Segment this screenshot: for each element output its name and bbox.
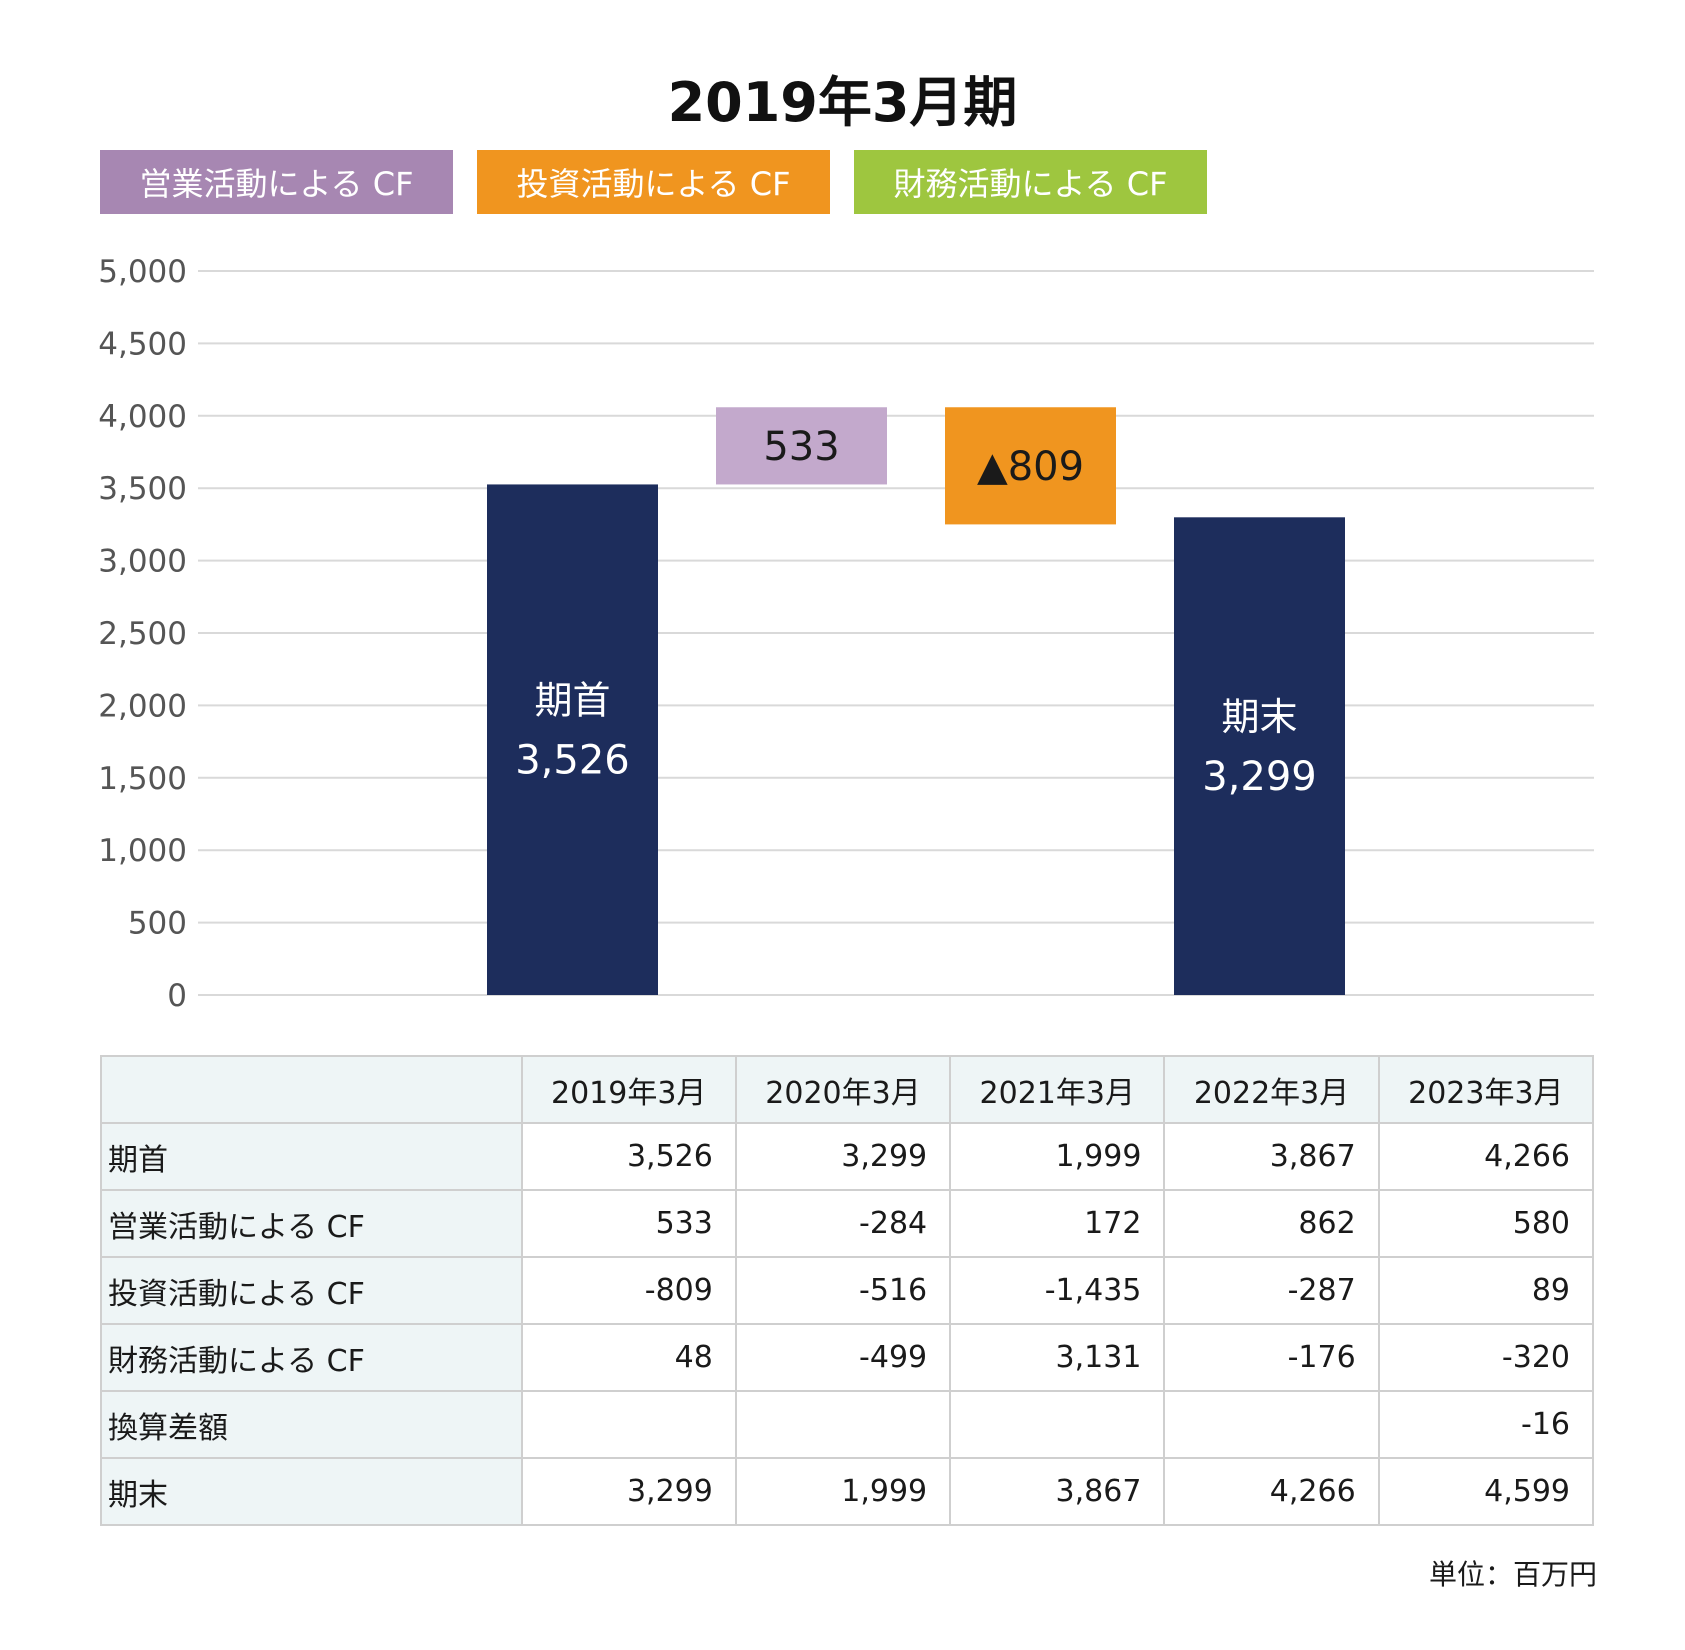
- table-corner-cell: [100, 1055, 523, 1124]
- y-tick-label: 5,000: [98, 254, 187, 290]
- table-cell: -320: [1377, 1323, 1595, 1392]
- column-header: 2019年3月: [520, 1055, 737, 1124]
- table-cell: 172: [949, 1189, 1166, 1258]
- y-tick-label: 0: [167, 978, 187, 1014]
- table-row: 換算差額 -16: [100, 1390, 1595, 1459]
- table-cell: 3,131: [949, 1323, 1166, 1392]
- row-label: 財務活動による CF: [100, 1323, 523, 1392]
- table-cell: [1163, 1390, 1380, 1459]
- table-cell: 533: [520, 1189, 737, 1258]
- column-header: 2021年3月: [949, 1055, 1166, 1124]
- bar-value-label: 533: [763, 424, 839, 470]
- table-row: 営業活動による CF 533 -284 172 862 580: [100, 1189, 1595, 1258]
- table-row: 投資活動による CF -809 -516 -1,435 -287 89: [100, 1256, 1595, 1325]
- table-cell: -516: [734, 1256, 952, 1325]
- y-tick-label: 3,000: [98, 544, 187, 580]
- bar-label: 期末: [1221, 695, 1297, 739]
- y-tick-label: 3,500: [98, 471, 187, 507]
- y-tick-label: 2,500: [98, 616, 187, 652]
- column-header: 2020年3月: [734, 1055, 952, 1124]
- row-label: 期末: [100, 1457, 523, 1526]
- row-label: 換算差額: [100, 1390, 523, 1459]
- y-tick-label: 4,500: [98, 326, 187, 362]
- table-header-row: 2019年3月 2020年3月 2021年3月 2022年3月 2023年3月: [100, 1055, 1595, 1124]
- waterfall-bar: [487, 484, 658, 995]
- y-tick-label: 500: [128, 906, 187, 942]
- table-row: 期末 3,299 1,999 3,867 4,266 4,599: [100, 1457, 1595, 1526]
- legend-operating-cf: 営業活動による CF: [100, 150, 453, 214]
- table-cell: 3,867: [949, 1457, 1166, 1526]
- table-cell: 1,999: [949, 1122, 1166, 1191]
- y-tick-label: 4,000: [98, 399, 187, 435]
- table-cell: 1,999: [734, 1457, 952, 1526]
- table-cell: -176: [1163, 1323, 1380, 1392]
- table-row: 財務活動による CF 48 -499 3,131 -176 -320: [100, 1323, 1595, 1392]
- table-cell: 4,599: [1377, 1457, 1595, 1526]
- table-cell: -1,435: [949, 1256, 1166, 1325]
- table-cell: 48: [520, 1323, 737, 1392]
- table-cell: [949, 1390, 1166, 1459]
- table-cell: 580: [1377, 1189, 1595, 1258]
- column-header: 2023年3月: [1377, 1055, 1595, 1124]
- table-cell: 3,867: [1163, 1122, 1380, 1191]
- row-label: 期首: [100, 1122, 523, 1191]
- cashflow-table: 2019年3月 2020年3月 2021年3月 2022年3月 2023年3月 …: [100, 1055, 1595, 1526]
- waterfall-chart: 0 500 1,000 1,500 2,000 2,500 3,000 3,500 4,000 4…: [98, 254, 1594, 1014]
- y-tick-label: 1,500: [98, 761, 187, 797]
- table-cell: -809: [520, 1256, 737, 1325]
- bar-value-label: 3,526: [515, 738, 630, 784]
- table-cell: -287: [1163, 1256, 1380, 1325]
- table-cell: 3,526: [520, 1122, 737, 1191]
- waterfall-bar: [716, 407, 887, 485]
- column-header: 2022年3月: [1163, 1055, 1380, 1124]
- table-cell: 862: [1163, 1189, 1380, 1258]
- table-cell: 3,299: [734, 1122, 952, 1191]
- table-row: 期首 3,526 3,299 1,999 3,867 4,266: [100, 1122, 1595, 1191]
- y-tick-label: 2,000: [98, 688, 187, 724]
- unit-note: 単位：百万円: [1428, 1558, 1597, 1591]
- table-cell: -284: [734, 1189, 952, 1258]
- table-cell: -16: [1377, 1390, 1595, 1459]
- table-cell: 89: [1377, 1256, 1595, 1325]
- y-tick-label: 1,000: [98, 833, 187, 869]
- table-cell: -499: [734, 1323, 952, 1392]
- chart-title: 2019年3月期: [667, 71, 1018, 134]
- table-cell: 4,266: [1163, 1457, 1380, 1526]
- table-cell: 4,266: [1377, 1122, 1595, 1191]
- bar-value-label: ▲809: [977, 444, 1084, 490]
- table-cell: 3,299: [520, 1457, 737, 1526]
- waterfall-bar: [945, 407, 1116, 525]
- table-cell: [734, 1390, 952, 1459]
- legend-investing-cf: 投資活動による CF: [477, 150, 830, 214]
- table-cell: [520, 1390, 737, 1459]
- bar-label: 期首: [534, 679, 610, 723]
- bar-value-label: 3,299: [1202, 754, 1317, 800]
- legend-financing-cf: 財務活動による CF: [854, 150, 1207, 214]
- row-label: 営業活動による CF: [100, 1189, 523, 1258]
- row-label: 投資活動による CF: [100, 1256, 523, 1325]
- waterfall-bar: [1174, 517, 1345, 995]
